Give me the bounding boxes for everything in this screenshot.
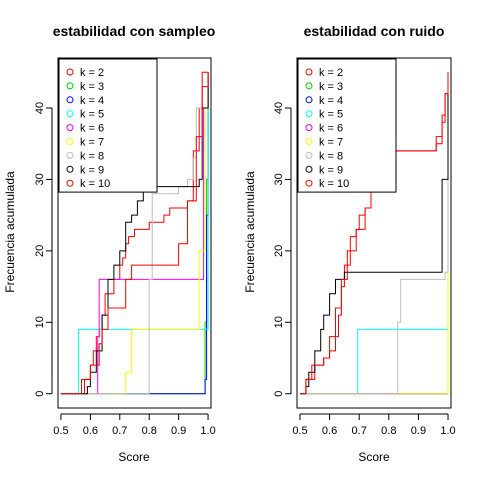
legend-label: k = 5 [80, 109, 104, 121]
legend-marker [305, 124, 313, 132]
series-line-k9 [60, 72, 209, 395]
y-tick-label: 0 [34, 391, 46, 397]
y-tick-label: 0 [273, 391, 285, 397]
legend-label: k = 2 [319, 67, 343, 79]
x-tick-label: 0.9 [411, 425, 426, 437]
series-line-k10 [60, 72, 209, 395]
x-tick-label: 0.6 [322, 425, 337, 437]
axes: 0.5 0.6 0.7 0.8 0.9 1.0 0 10 20 30 40 [34, 57, 216, 437]
plot-frame [57, 57, 212, 409]
legend-marker [66, 179, 74, 187]
legend-marker [66, 138, 74, 145]
y-axis-label: Frecuencia acumulada [243, 171, 257, 293]
chart-title: estabilidad con sampleo [53, 23, 216, 39]
legend-label: k = 4 [80, 95, 104, 107]
legend-label: k = 5 [319, 109, 343, 121]
x-tick-label: 0.8 [381, 425, 396, 437]
legend-box [297, 58, 397, 193]
legend-label: k = 7 [80, 137, 104, 149]
axes: 0.5 0.6 0.7 0.8 0.9 1.0 0 10 20 30 40 [273, 57, 456, 437]
legend-marker [305, 165, 313, 173]
x-tick-label: 0.7 [352, 425, 367, 437]
y-tick-label: 20 [34, 245, 46, 257]
x-axis-label: Score [358, 450, 390, 464]
y-tick-label: 20 [273, 245, 285, 257]
legend-label: k = 8 [80, 150, 104, 162]
legend-label: k = 6 [319, 123, 343, 135]
x-tick-label: 0.8 [142, 425, 157, 437]
legend-marker [305, 179, 313, 187]
legend-marker [305, 151, 313, 159]
y-tick-label: 30 [273, 173, 285, 185]
legend-marker [66, 96, 74, 104]
y-tick-label: 10 [273, 316, 285, 328]
legend-label: k = 3 [319, 81, 343, 93]
y-tick-label: 40 [273, 102, 285, 114]
legend-label: k = 8 [319, 150, 343, 162]
chart-panel-sampleo: estabilidad con sampleo Score Frecuencia… [3, 23, 216, 464]
legend-label: k = 3 [80, 81, 104, 93]
legend-marker [66, 110, 74, 118]
legend: k = 2 k = 3 k = 4 k = 5 k = 6 k = 7k = 8 k = 9… [297, 58, 397, 193]
legend-marker [66, 165, 74, 173]
legend-label: k = 6 [80, 123, 104, 135]
legend-marker [305, 68, 313, 76]
legend-label: k = 9 [80, 164, 104, 176]
x-axis-label: Score [118, 450, 150, 464]
legend-label: k = 9 [319, 164, 343, 176]
y-tick-label: 40 [34, 102, 46, 114]
x-tick-label: 0.5 [292, 425, 307, 437]
legend-label: k = 7 [319, 137, 343, 149]
chart-panel-ruido: estabilidad con ruido Score Frecuencia a… [243, 23, 456, 464]
x-tick-label: 0.5 [53, 425, 68, 437]
legend: k = 2 k = 3 k = 4 k = 5 k = 6 k = 7k = 8 k = 9… [58, 58, 158, 193]
legend-marker [66, 68, 74, 76]
x-tick-label: 0.7 [112, 425, 127, 437]
plot-area [60, 71, 209, 395]
legend-marker [66, 124, 74, 132]
legend-marker [305, 96, 313, 104]
series-line-k8 [300, 72, 449, 395]
series-line-k10 [300, 72, 449, 395]
x-tick-label: 1.0 [440, 425, 455, 437]
chart-title: estabilidad con ruido [304, 23, 445, 39]
x-tick-label: 0.9 [171, 425, 186, 437]
plot-area [300, 72, 449, 395]
legend-marker [66, 82, 74, 90]
x-tick-label: 0.6 [83, 425, 98, 437]
legend-label: k = 4 [319, 95, 343, 107]
legend-marker [305, 138, 313, 145]
legend-label: k = 10 [319, 178, 349, 190]
legend-label: k = 10 [80, 178, 110, 190]
x-tick-label: 1.0 [200, 425, 215, 437]
y-tick-label: 30 [34, 173, 46, 185]
plot-frame [296, 57, 452, 409]
legend-marker [305, 82, 313, 90]
y-axis-label: Frecuencia acumulada [3, 171, 17, 293]
legend-marker [305, 110, 313, 118]
y-tick-label: 10 [34, 316, 46, 328]
legend-box [58, 58, 158, 193]
legend-label: k = 2 [80, 67, 104, 79]
legend-marker [66, 151, 74, 159]
